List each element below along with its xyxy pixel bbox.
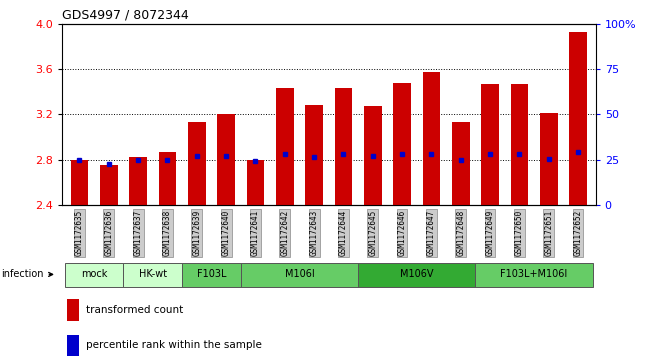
Text: GSM1172646: GSM1172646 [398,209,407,256]
Text: GSM1172635: GSM1172635 [75,209,84,256]
Bar [159,152,176,205]
Bar [510,84,528,205]
Bar [130,158,147,205]
Text: GSM1172651: GSM1172651 [544,209,553,256]
Text: GSM1172643: GSM1172643 [310,209,318,256]
Text: GSM1172645: GSM1172645 [368,209,377,256]
Text: GSM1172640: GSM1172640 [221,209,230,256]
Text: HK-wt: HK-wt [139,269,167,280]
Text: GSM1172636: GSM1172636 [104,209,113,256]
Bar [188,122,206,205]
Bar [247,160,264,205]
FancyBboxPatch shape [124,263,182,287]
Text: M106V: M106V [400,269,434,280]
Text: mock: mock [81,269,107,280]
FancyBboxPatch shape [241,263,358,287]
Text: F103L+M106I: F103L+M106I [501,269,568,280]
Bar [217,114,235,205]
Bar [569,32,587,205]
Bar [67,335,79,356]
Text: GSM1172648: GSM1172648 [456,209,465,256]
Text: GSM1172638: GSM1172638 [163,209,172,256]
Bar [422,72,440,205]
Text: GDS4997 / 8072344: GDS4997 / 8072344 [62,8,189,21]
Bar [393,83,411,205]
Text: GSM1172637: GSM1172637 [133,209,143,256]
Text: GSM1172649: GSM1172649 [486,209,495,256]
Text: GSM1172644: GSM1172644 [339,209,348,256]
Text: GSM1172639: GSM1172639 [192,209,201,256]
Bar [100,166,118,205]
Text: percentile rank within the sample: percentile rank within the sample [86,340,262,350]
Text: GSM1172650: GSM1172650 [515,209,524,256]
Text: GSM1172642: GSM1172642 [281,209,289,256]
Text: M106I: M106I [284,269,314,280]
Bar [276,88,294,205]
Text: GSM1172652: GSM1172652 [574,209,583,256]
FancyBboxPatch shape [475,263,592,287]
FancyBboxPatch shape [182,263,241,287]
Bar [67,299,79,321]
Text: transformed count: transformed count [86,305,183,315]
Bar [452,122,469,205]
Bar [481,84,499,205]
Bar [540,113,557,205]
Bar [364,106,381,205]
Bar [71,160,89,205]
FancyBboxPatch shape [358,263,475,287]
Text: F103L: F103L [197,269,226,280]
FancyBboxPatch shape [65,263,124,287]
Text: GSM1172647: GSM1172647 [427,209,436,256]
Text: infection: infection [1,269,53,280]
Bar [305,105,323,205]
Bar [335,88,352,205]
Text: GSM1172641: GSM1172641 [251,209,260,256]
